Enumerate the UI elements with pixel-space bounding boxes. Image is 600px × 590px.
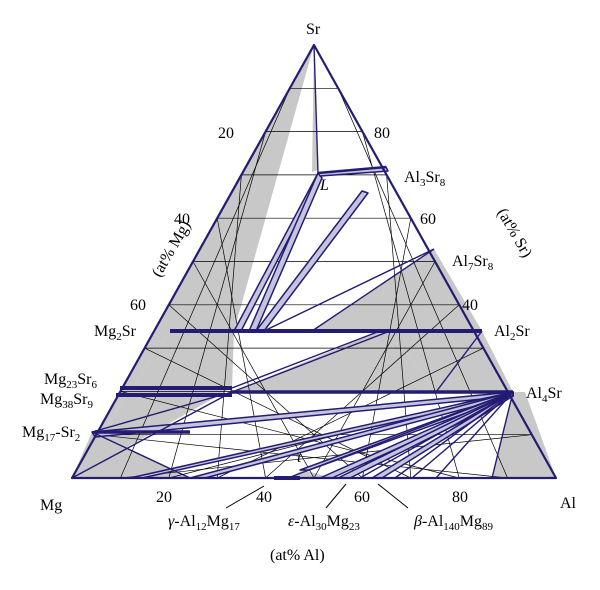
tie-line (435, 330, 483, 393)
al2sr-label: Al2Sr (494, 323, 530, 343)
bottom-tick-80: 80 (452, 489, 468, 506)
beta-phase-label: β-Al140Mg89 (413, 513, 494, 533)
label-leaders (225, 483, 409, 509)
tie-line (231, 330, 391, 393)
mg38sr9-label: Mg38Sr9 (40, 391, 93, 411)
bottom-tick-20: 20 (156, 489, 172, 506)
tie-line (71, 391, 233, 479)
tie-line-bands (91, 166, 514, 479)
right-tick-60: 60 (420, 211, 436, 228)
grid-line (144, 347, 411, 479)
tie-line (491, 391, 514, 479)
vertex-mg-label: Mg (40, 497, 62, 514)
mg17sr2-label: Mg17-Sr2 (22, 424, 80, 444)
tie-line (91, 431, 191, 479)
epsilon-phase-label: ε-Al30Mg23 (288, 513, 360, 533)
grid-line (96, 434, 508, 479)
mg2sr-al4sr-field (232, 331, 436, 392)
left-tick-40: 40 (174, 211, 190, 228)
ternary-grid (96, 87, 532, 479)
mg-al-low-field (72, 432, 190, 478)
right-tick-80: 80 (374, 125, 390, 142)
al3sr8-label: Al3Sr8 (404, 169, 446, 189)
al7sr8-label: Al7Sr8 (452, 253, 494, 273)
tie-line (263, 248, 435, 332)
left-tick-60: 60 (130, 297, 146, 314)
right-tick-40: 40 (462, 297, 478, 314)
gamma-leader (225, 485, 265, 509)
tie-line (359, 391, 514, 479)
tie-lines (71, 44, 514, 479)
tie-line (313, 44, 319, 174)
mg2sr-label: Mg2Sr (94, 323, 137, 343)
tie-line (435, 391, 514, 479)
al3sr8-line (317, 165, 387, 175)
mg23sr6-label: Mg23Sr6 (44, 371, 97, 391)
tie-line (231, 330, 381, 389)
bottom-tick-40: 40 (256, 489, 272, 506)
bottom-tick-60: 60 (354, 489, 370, 506)
left-tick-20: 20 (218, 125, 234, 142)
tie-line (311, 248, 435, 332)
tie-line (287, 391, 514, 479)
liquid-label: L (319, 177, 329, 194)
epsilon-leader (325, 483, 347, 509)
al4sr-label: Al4Sr (526, 385, 562, 405)
right-axis-label: (at% Sr) (494, 206, 536, 261)
gamma-phase-label: γ-Al12Mg17 (168, 513, 240, 533)
tie-line (411, 391, 514, 479)
tie-line (394, 391, 514, 479)
tau-label: τ (296, 449, 303, 466)
grid-line (386, 174, 412, 479)
vertex-al-label: Al (560, 495, 577, 512)
compound-lines (95, 165, 513, 480)
ternary-triangle (70, 43, 558, 480)
bottom-axis-label: (at% Al) (270, 547, 325, 564)
tie-line (91, 391, 233, 433)
vertex-sr-label: Sr (306, 21, 321, 38)
beta-leader (377, 483, 409, 509)
